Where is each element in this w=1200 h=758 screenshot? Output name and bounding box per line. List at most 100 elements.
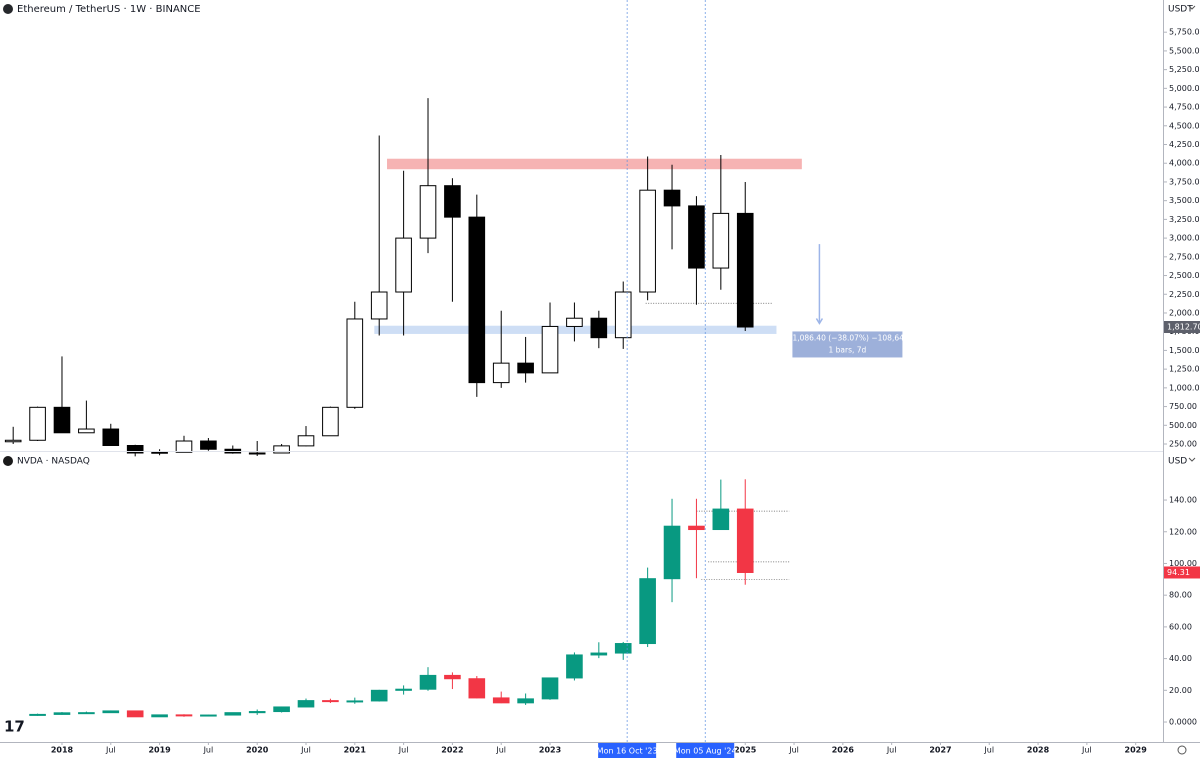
candle-body [663, 525, 681, 580]
y-tick-label: 40.00 [1169, 654, 1192, 663]
nvda-currency: USD [1168, 457, 1187, 467]
candle-body [248, 711, 266, 714]
candle-body [566, 317, 583, 327]
y-tick-label: 140.00 [1169, 496, 1197, 505]
y-tick-label: 5,750.00 [1169, 28, 1200, 37]
candle-body [517, 698, 534, 704]
y-tick-label: 3,250.00 [1169, 215, 1200, 224]
candle-body [468, 216, 486, 384]
measure-text: 1 bars, 7d [829, 345, 867, 354]
candle-body [102, 428, 120, 447]
eth-currency: USDT [1168, 5, 1193, 15]
y-tick-label: 1,000.00 [1169, 383, 1200, 392]
candle-body [273, 706, 290, 713]
x-tick-label: Jul [886, 746, 897, 755]
x-tick-label: Jul [983, 746, 994, 755]
candle-body [736, 212, 754, 328]
candle-body [541, 677, 559, 700]
candle-body [614, 291, 632, 339]
candle-body [663, 189, 681, 207]
y-tick-label: 0.0000 [1169, 718, 1197, 727]
y-tick-label: 250.00 [1169, 440, 1197, 449]
candle-body [468, 678, 486, 699]
x-tick-label: Jul [495, 746, 506, 755]
y-tick-label: 4,500.00 [1169, 121, 1200, 130]
crosshair-label-box [676, 743, 735, 758]
y-tick-label: 2,500.00 [1169, 271, 1200, 280]
candle-body [126, 710, 144, 718]
y-tick-label: 3,500.00 [1169, 196, 1200, 205]
candle-body [151, 714, 168, 718]
candle-body [566, 654, 583, 679]
candle-body [736, 508, 754, 573]
candle-body [78, 712, 95, 715]
candle-body [639, 189, 656, 293]
x-tick-label: 2019 [148, 746, 171, 755]
y-tick-label: 60.00 [1169, 622, 1192, 631]
y-tick-label: 80.00 [1169, 591, 1192, 600]
y-tick-label: 2,750.00 [1169, 252, 1200, 261]
crosshair-label: Mon 16 Oct '23 [597, 747, 658, 756]
y-tick-label: 5,000.00 [1169, 84, 1200, 93]
candle-body [492, 697, 510, 704]
candle-body [517, 362, 534, 374]
x-tick-label: 2022 [441, 746, 463, 755]
candle-body [395, 237, 412, 293]
last-price-label: 94.31 [1167, 568, 1190, 577]
candle-body [688, 525, 705, 531]
currency-dropdown[interactable] [1188, 457, 1196, 462]
candle-body [419, 185, 437, 239]
x-tick-label: Jul [1081, 746, 1092, 755]
logo: 17 [4, 718, 25, 736]
grid-layer: 250.00 500.00 750.00 1,000.00 1,250.00 1,500.… [51, 28, 1200, 755]
candle-body [53, 406, 71, 434]
y-tick-label: 4,000.00 [1169, 159, 1200, 168]
zone [374, 325, 777, 334]
x-tick-label: Jul [300, 746, 311, 755]
measure-text: −1,086.40 (−38.07%) −108,640 [786, 333, 909, 342]
candle-body [175, 440, 193, 453]
candle-body [273, 445, 290, 454]
candle-body [712, 212, 730, 269]
settings-button[interactable] [1177, 745, 1187, 755]
candle-body [78, 428, 95, 434]
candle-body [200, 440, 217, 450]
candle-body [346, 700, 364, 703]
candle-body [639, 578, 656, 645]
last-price-label: 1,812.70 [1167, 323, 1200, 332]
x-tick-label: 2029 [1125, 746, 1148, 755]
candle-body [175, 714, 193, 717]
y-tick-label: 3,000.00 [1169, 234, 1200, 243]
zone [387, 158, 802, 170]
candle-body [4, 439, 22, 443]
x-tick-label: 2025 [734, 746, 757, 755]
candle-body [151, 451, 168, 454]
y-tick-label: 500.00 [1169, 421, 1197, 430]
y-tick-label: 750.00 [1169, 402, 1197, 411]
y-tick-label: 2,000.00 [1169, 308, 1200, 317]
nvda-title: NVDA · NASDAQ [17, 457, 90, 467]
currency-dropdown[interactable] [1188, 5, 1196, 10]
candle-body [541, 325, 559, 374]
candle-body [688, 205, 705, 269]
candle-body [200, 714, 217, 717]
candle-body [590, 317, 608, 339]
x-tick-label: 2023 [539, 746, 561, 755]
y-tick-label: 1,250.00 [1169, 365, 1200, 374]
candle-body [419, 674, 437, 690]
candle-body [29, 713, 46, 716]
y-tick-label: 2,250.00 [1169, 290, 1200, 299]
candle-body [370, 291, 388, 320]
y-tick-label: 5,500.00 [1169, 46, 1200, 55]
candle-body [297, 700, 315, 708]
x-tick-label: 2021 [344, 746, 367, 755]
y-tick-label: 20.00 [1169, 686, 1192, 695]
y-tick-label: 1,500.00 [1169, 346, 1200, 355]
y-tick-label: 120.00 [1169, 527, 1197, 536]
candle-body [29, 406, 46, 441]
y-tick-label: 3,750.00 [1169, 177, 1200, 186]
crosshair-label: Mon 05 Aug '24 [674, 747, 737, 756]
y-tick-label: 4,750.00 [1169, 103, 1200, 112]
